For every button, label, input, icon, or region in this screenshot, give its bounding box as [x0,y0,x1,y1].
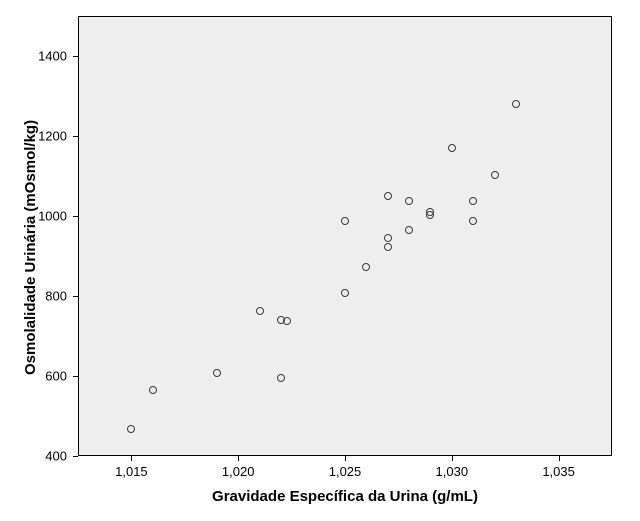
y-tick [73,296,78,297]
x-tick [238,456,239,461]
y-tick [73,456,78,457]
y-tick-label: 600 [45,369,67,384]
x-tick-label: 1,035 [542,464,575,479]
data-point [341,289,349,297]
data-point [491,171,499,179]
data-point [384,192,392,200]
y-tick [73,136,78,137]
y-tick-label: 1400 [38,49,67,64]
y-tick-label: 1200 [38,129,67,144]
data-point [469,217,477,225]
y-tick-label: 400 [45,449,67,464]
data-point [149,386,157,394]
data-point [256,307,264,315]
x-tick [559,456,560,461]
y-tick-label: 800 [45,289,67,304]
data-point [405,226,413,234]
x-tick-label: 1,025 [329,464,362,479]
data-point [512,100,520,108]
y-tick-label: 1000 [38,209,67,224]
data-point [277,374,285,382]
y-tick [73,216,78,217]
x-tick [131,456,132,461]
x-tick-label: 1,030 [436,464,469,479]
x-tick [452,456,453,461]
data-point [213,369,221,377]
data-point [341,217,349,225]
plot-area [78,16,612,456]
y-tick [73,376,78,377]
x-tick-label: 1,015 [115,464,148,479]
data-point [448,144,456,152]
y-tick [73,56,78,57]
x-tick [345,456,346,461]
y-axis-label: Osmolalidade Urinária (mOsmol/kg) [22,120,39,375]
x-axis-label: Gravidade Específica da Urina (g/mL) [212,488,478,505]
scatter-chart: Osmolalidade Urinária (mOsmol/kg) Gravid… [0,0,640,521]
x-tick-label: 1,020 [222,464,255,479]
data-point [384,243,392,251]
